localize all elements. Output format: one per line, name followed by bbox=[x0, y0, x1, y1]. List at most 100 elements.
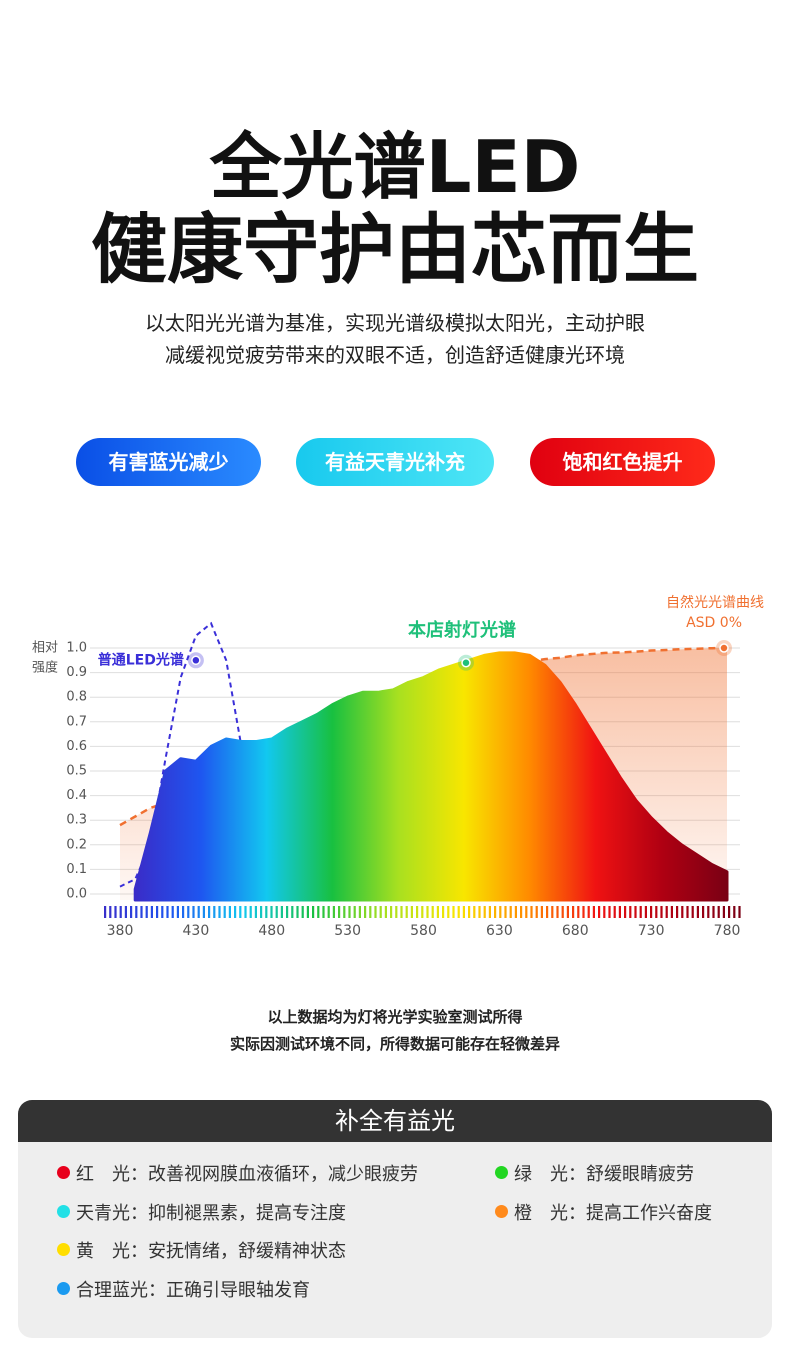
wavelength-stripe bbox=[639, 906, 642, 918]
wavelength-stripe bbox=[395, 906, 398, 918]
benefit-item: 黄 光：安抚情绪，舒缓精神状态 bbox=[76, 1241, 346, 1263]
wavelength-stripe bbox=[494, 906, 497, 918]
wavelength-stripe bbox=[166, 906, 169, 918]
wavelength-stripe bbox=[426, 906, 429, 918]
wavelength-stripe bbox=[130, 906, 133, 918]
wavelength-stripe bbox=[634, 906, 637, 918]
wavelength-stripe bbox=[483, 906, 486, 918]
wavelength-stripe bbox=[187, 906, 190, 918]
x-tick-label: 730 bbox=[638, 923, 665, 939]
wavelength-stripe bbox=[650, 906, 653, 918]
wavelength-stripe bbox=[260, 906, 263, 918]
wavelength-stripe bbox=[660, 906, 663, 918]
wavelength-stripe bbox=[379, 906, 382, 918]
wavelength-stripe bbox=[473, 906, 476, 918]
wavelength-stripe bbox=[712, 906, 715, 918]
wavelength-stripe bbox=[676, 906, 679, 918]
wavelength-stripe bbox=[436, 906, 439, 918]
wavelength-stripe bbox=[338, 906, 341, 918]
wavelength-stripe bbox=[561, 906, 564, 918]
wavelength-stripe bbox=[624, 906, 627, 918]
y-axis-label: 强度 bbox=[32, 660, 58, 676]
wavelength-stripe bbox=[577, 906, 580, 918]
wavelength-stripe bbox=[104, 906, 107, 918]
wavelength-stripe bbox=[254, 906, 257, 918]
wavelength-stripe bbox=[213, 906, 216, 918]
series-label: 本店射灯光谱 bbox=[408, 619, 516, 641]
wavelength-stripe bbox=[140, 906, 143, 918]
wavelength-stripe bbox=[192, 906, 195, 918]
wavelength-stripe bbox=[551, 906, 554, 918]
wavelength-stripe bbox=[598, 906, 601, 918]
wavelength-stripe bbox=[353, 906, 356, 918]
wavelength-stripe bbox=[525, 906, 528, 918]
wavelength-stripe bbox=[738, 906, 741, 918]
wavelength-stripe bbox=[150, 906, 153, 918]
x-tick-label: 580 bbox=[410, 923, 437, 939]
wavelength-stripe bbox=[457, 906, 460, 918]
wavelength-stripe bbox=[306, 906, 309, 918]
wavelength-stripe bbox=[447, 906, 450, 918]
benefit-item: 橙 光：提高工作兴奋度 bbox=[514, 1202, 712, 1224]
title: 健康守护由芯而生 bbox=[91, 205, 699, 294]
y-tick-label: 0.0 bbox=[66, 887, 87, 902]
wavelength-stripe bbox=[270, 906, 273, 918]
tag-pill: 有害蓝光减少 bbox=[76, 438, 261, 486]
wavelength-stripe bbox=[301, 906, 304, 918]
panel: 补全有益光 红 光：改善视网膜血液循环，减少眼疲劳 绿 光：舒缓眼睛疲劳 天青光：抑… bbox=[18, 1100, 772, 1338]
tag-pill: 有益天青光补充 bbox=[296, 438, 494, 486]
y-tick-label: 0.4 bbox=[66, 788, 87, 803]
wavelength-stripe bbox=[468, 906, 471, 918]
wavelength-stripe bbox=[374, 906, 377, 918]
note: 实际因测试环境不同，所得数据可能存在轻微差异 bbox=[229, 1035, 560, 1053]
benefit-item: 红 光：改善视网膜血液循环，减少眼疲劳 bbox=[76, 1164, 418, 1185]
wavelength-stripe bbox=[228, 906, 231, 918]
wavelength-stripe bbox=[613, 906, 616, 918]
wavelength-stripe bbox=[249, 906, 252, 918]
wavelength-stripe bbox=[275, 906, 278, 918]
wavelength-stripe bbox=[566, 906, 569, 918]
y-tick-label: 0.7 bbox=[66, 714, 87, 729]
marker bbox=[461, 658, 471, 668]
line bbox=[119, 621, 258, 888]
wavelength-stripe bbox=[572, 906, 575, 918]
wavelength-stripe bbox=[223, 906, 226, 918]
wavelength-stripe bbox=[114, 906, 117, 918]
wavelength-stripe bbox=[317, 906, 320, 918]
y-tick-label: 0.9 bbox=[66, 665, 87, 680]
wavelength-stripe bbox=[728, 906, 731, 918]
wavelength-stripe bbox=[488, 906, 491, 918]
wavelength-stripe bbox=[332, 906, 335, 918]
title: 全光谱LED bbox=[209, 125, 581, 209]
wavelength-stripe bbox=[686, 906, 689, 918]
wavelength-stripe bbox=[696, 906, 699, 918]
x-tick-label: 430 bbox=[183, 923, 210, 939]
wavelength-stripe bbox=[535, 906, 538, 918]
marker bbox=[719, 643, 729, 653]
benefit-item: 绿 光：舒缓眼睛疲劳 bbox=[514, 1164, 694, 1185]
wavelength-stripe bbox=[135, 906, 138, 918]
wavelength-stripe bbox=[702, 906, 705, 918]
wavelength-stripe bbox=[312, 906, 315, 918]
wavelength-stripe bbox=[707, 906, 710, 918]
wavelength-stripe bbox=[462, 906, 465, 918]
wavelength-stripe bbox=[208, 906, 211, 918]
y-tick-label: 0.1 bbox=[66, 862, 87, 877]
wavelength-stripe bbox=[218, 906, 221, 918]
wavelength-stripe bbox=[182, 906, 185, 918]
wavelength-stripe bbox=[509, 906, 512, 918]
wavelength-stripe bbox=[244, 906, 247, 918]
wavelength-stripe bbox=[670, 906, 673, 918]
wavelength-stripe bbox=[171, 906, 174, 918]
panel-title: 补全有益光 bbox=[18, 1100, 772, 1142]
wavelength-stripe bbox=[530, 906, 533, 918]
wavelength-stripe bbox=[239, 906, 242, 918]
color-dot bbox=[495, 1204, 508, 1218]
y-tick-label: 1.0 bbox=[66, 641, 87, 656]
wavelength-stripe bbox=[369, 906, 372, 918]
x-tick-label: 630 bbox=[486, 923, 513, 939]
wavelength-stripe bbox=[156, 906, 159, 918]
x-tick-label: 530 bbox=[334, 923, 361, 939]
